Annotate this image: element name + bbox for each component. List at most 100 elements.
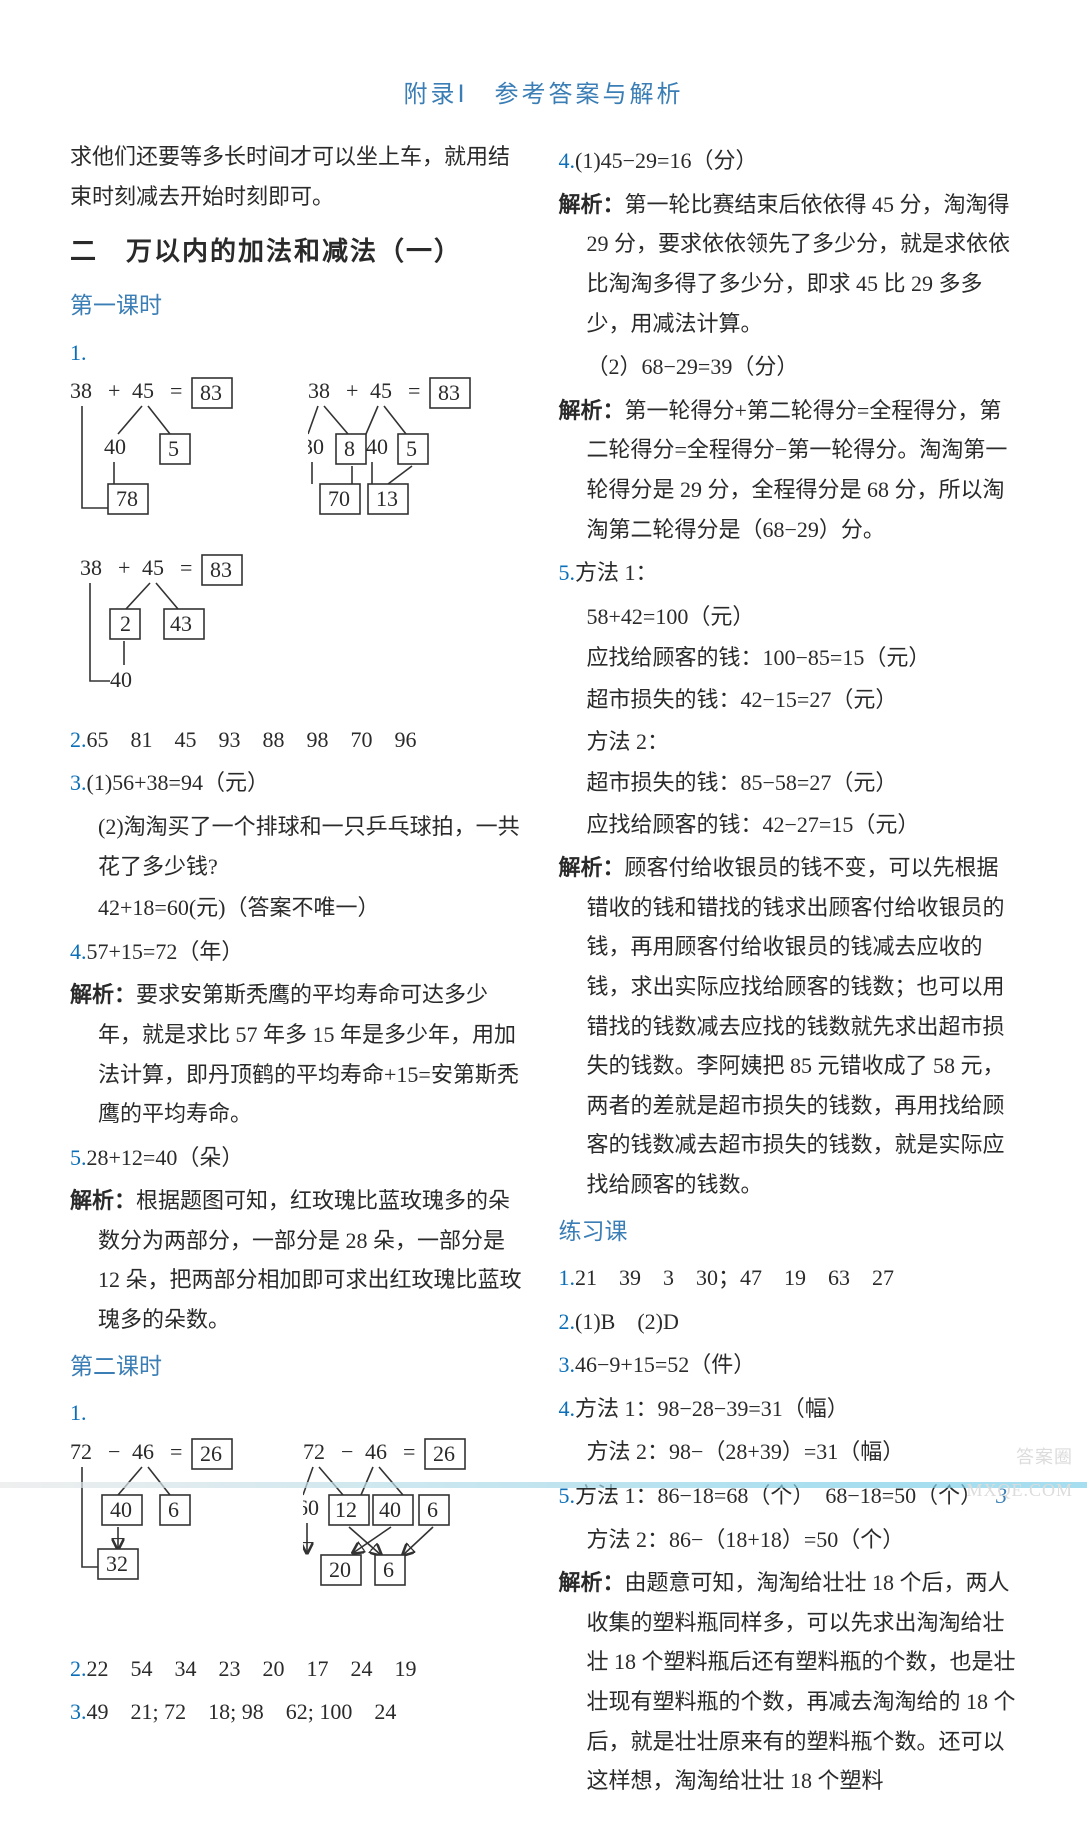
svg-text:83: 83 xyxy=(200,380,222,405)
section3-title: 练习课 xyxy=(559,1211,1018,1252)
pr-q1: 21 39 3 30；47 19 63 27 xyxy=(575,1265,894,1290)
r-q5-analysis-label: 解析： xyxy=(559,855,625,880)
svg-text:=: = xyxy=(408,378,420,403)
r-q5-number: 5. xyxy=(559,560,576,585)
svg-text:5: 5 xyxy=(168,436,179,461)
svg-text:70: 70 xyxy=(328,486,350,511)
q4: 57+15=72（年） xyxy=(87,939,244,964)
svg-text:78: 78 xyxy=(116,486,138,511)
pr-q5-m2: 方法 2：86−（18+18）=50（个） xyxy=(559,1520,1018,1560)
pr-q2-number: 2. xyxy=(559,1309,576,1334)
q1-diagram-2: 38 + 45 = 83 30 8 40 5 70 13 xyxy=(308,376,529,541)
svg-text:20: 20 xyxy=(329,1557,351,1582)
r-q5-m1-l3: 超市损失的钱：42−15=27（元） xyxy=(559,680,1018,720)
svg-text:38: 38 xyxy=(308,378,330,403)
r-q5-m2-l1: 超市损失的钱：85−58=27（元） xyxy=(559,763,1018,803)
svg-text:+: + xyxy=(108,378,120,403)
svg-text:83: 83 xyxy=(438,380,460,405)
q3-number: 3. xyxy=(70,770,87,795)
r-q5-m2-l2: 应找给顾客的钱：42−27=15（元） xyxy=(559,805,1018,845)
r-q5-m1-l1: 58+42=100（元） xyxy=(559,597,1018,637)
pr-q4-m1: 方法 1：98−28−39=31（幅） xyxy=(575,1396,849,1421)
svg-text:40: 40 xyxy=(379,1497,401,1522)
page-title: 附录Ⅰ 参考答案与解析 xyxy=(0,0,1087,137)
q1-diagram-3: 38 + 45 = 83 2 43 40 xyxy=(70,553,280,703)
svg-text:38: 38 xyxy=(80,555,102,580)
s2-diagrams-row: 72 − 46 = 26 40 6 32 72 − 46 = 26 60 xyxy=(70,1437,529,1637)
svg-text:=: = xyxy=(170,378,182,403)
svg-text:40: 40 xyxy=(366,434,388,459)
q3c: 42+18=60(元)（答案不唯一） xyxy=(70,888,529,928)
r-q4b: （2）68−29=39（分） xyxy=(559,347,1018,387)
s2-diagram-1: 72 − 46 = 26 40 6 32 xyxy=(70,1437,267,1607)
svg-text:=: = xyxy=(180,555,192,580)
svg-text:40: 40 xyxy=(104,434,126,459)
q4-analysis: 要求安第斯秃鹰的平均寿命可达多少年，就是求比 57 年多 15 年是多少年，用加… xyxy=(98,982,519,1126)
svg-text:45: 45 xyxy=(142,555,164,580)
pr-q3-number: 3. xyxy=(559,1352,576,1377)
watermark: 答案圈 MXQE.COM xyxy=(966,1441,1073,1506)
q5-analysis: 根据题图可知，红玫瑰比蓝玫瑰多的朵数分为两部分，一部分是 28 朵，一部分是 1… xyxy=(98,1188,522,1332)
svg-text:26: 26 xyxy=(200,1441,222,1466)
svg-text:6: 6 xyxy=(168,1497,179,1522)
r-q4-number: 4. xyxy=(559,148,576,173)
svg-text:13: 13 xyxy=(376,486,398,511)
r-q5-m1-l2: 应找给顾客的钱：100−85=15（元） xyxy=(559,638,1018,678)
svg-text:32: 32 xyxy=(106,1551,128,1576)
r-q5-m1-label: 方法 1： xyxy=(575,560,658,585)
svg-text:+: + xyxy=(118,555,130,580)
pr-q4-number: 4. xyxy=(559,1396,576,1421)
svg-text:−: − xyxy=(108,1439,120,1464)
q5-number: 5. xyxy=(70,1145,87,1170)
q4-analysis-label: 解析： xyxy=(70,982,136,1007)
s2-q3-values: 49 21; 72 18; 98 62; 100 24 xyxy=(87,1699,397,1724)
svg-text:46: 46 xyxy=(132,1439,154,1464)
svg-text:+: + xyxy=(346,378,358,403)
r-q4a-analysis-label: 解析： xyxy=(559,192,625,217)
svg-text:6: 6 xyxy=(383,1557,394,1582)
svg-text:12: 12 xyxy=(335,1497,357,1522)
section1-title: 第一课时 xyxy=(70,285,529,326)
q5-analysis-label: 解析： xyxy=(70,1188,136,1213)
svg-text:72: 72 xyxy=(70,1439,92,1464)
svg-text:26: 26 xyxy=(433,1441,455,1466)
s2-q2-values: 22 54 34 23 20 17 24 19 xyxy=(87,1656,417,1681)
pr-q1-number: 1. xyxy=(559,1265,576,1290)
right-column: 4.(1)45−29=16（分） 解析：第一轮比赛结束后依依得 45 分，淘淘得… xyxy=(559,137,1018,1805)
chapter-title: 二 万以内的加法和减法（一） xyxy=(70,228,529,275)
q5: 28+12=40（朵） xyxy=(87,1145,244,1170)
q1-diagrams-row: 38 + 45 = 83 40 5 78 38 + 45 xyxy=(70,376,529,541)
svg-text:72: 72 xyxy=(303,1439,325,1464)
svg-text:30: 30 xyxy=(308,434,324,459)
svg-text:43: 43 xyxy=(170,611,192,636)
q3a: (1)56+38=94（元） xyxy=(87,770,269,795)
pr-q2: (1)B (2)D xyxy=(575,1309,679,1334)
svg-text:2: 2 xyxy=(120,611,131,636)
q1-diagram-1: 38 + 45 = 83 40 5 78 xyxy=(70,376,272,531)
r-q5-m2-label: 方法 2： xyxy=(559,722,1018,762)
left-column: 求他们还要等多长时间才可以坐上车，就用结束时刻减去开始时刻即可。 二 万以内的加… xyxy=(70,137,529,1805)
svg-text:38: 38 xyxy=(70,378,92,403)
r-q5-analysis: 顾客付给收银员的钱不变，可以先根据错收的钱和错找的钱求出顾客付给收银员的钱，再用… xyxy=(587,855,1005,1197)
r-q4a: (1)45−29=16（分） xyxy=(575,148,757,173)
svg-text:5: 5 xyxy=(406,436,417,461)
s2-q3-number: 3. xyxy=(70,1699,87,1724)
pr-q5-analysis: 由题意可知，淘淘给壮壮 18 个后，两人收集的塑料瓶同样多，可以先求出淘淘给壮壮… xyxy=(587,1570,1016,1793)
svg-text:6: 6 xyxy=(427,1497,438,1522)
intro-paragraph: 求他们还要等多长时间才可以坐上车，就用结束时刻减去开始时刻即可。 xyxy=(70,137,529,216)
svg-text:=: = xyxy=(170,1439,182,1464)
svg-text:=: = xyxy=(403,1439,415,1464)
q2-number: 2. xyxy=(70,727,87,752)
svg-text:40: 40 xyxy=(110,667,132,692)
r-q4a-analysis: 第一轮比赛结束后依依得 45 分，淘淘得 29 分，要求依依领先了多少分，就是求… xyxy=(587,192,1011,336)
svg-text:40: 40 xyxy=(110,1497,132,1522)
pr-q4-m2: 方法 2：98−（28+39）=31（幅） xyxy=(559,1432,1018,1472)
s2-q1-number: 1. xyxy=(70,1400,87,1425)
s2-q2-number: 2. xyxy=(70,1656,87,1681)
svg-text:45: 45 xyxy=(370,378,392,403)
q3b: (2)淘淘买了一个排球和一只乒乓球拍，一共花了多少钱? xyxy=(70,807,529,886)
q4-number: 4. xyxy=(70,939,87,964)
pr-q5-analysis-label: 解析： xyxy=(559,1570,625,1595)
q1-number: 1. xyxy=(70,340,87,365)
s2-diagram-2: 72 − 46 = 26 60 12 40 6 20 6 xyxy=(303,1437,528,1637)
